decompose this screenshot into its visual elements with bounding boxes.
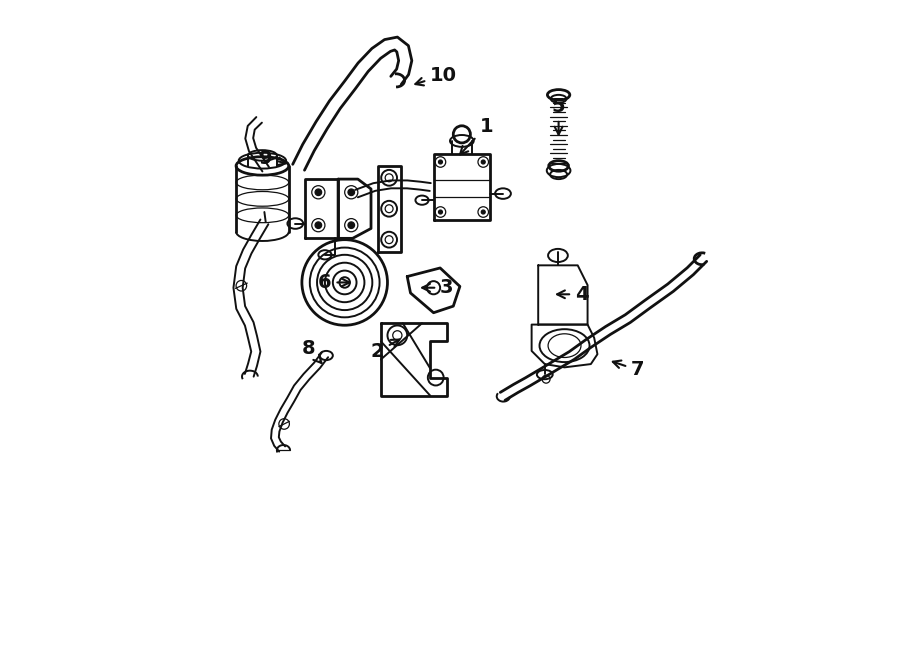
Circle shape — [482, 160, 485, 164]
Text: 4: 4 — [557, 285, 589, 304]
Circle shape — [315, 189, 321, 196]
Circle shape — [348, 189, 355, 196]
Text: 8: 8 — [302, 340, 321, 363]
Circle shape — [385, 236, 393, 244]
Circle shape — [392, 330, 402, 340]
Circle shape — [438, 210, 443, 214]
Circle shape — [482, 210, 485, 214]
Circle shape — [339, 277, 350, 288]
Text: 6: 6 — [318, 273, 349, 292]
Text: 5: 5 — [552, 97, 565, 134]
Circle shape — [438, 160, 443, 164]
Text: 3: 3 — [422, 278, 454, 297]
Ellipse shape — [236, 157, 289, 175]
Circle shape — [315, 222, 321, 229]
Circle shape — [348, 222, 355, 229]
Circle shape — [385, 205, 393, 213]
Text: 9: 9 — [259, 149, 286, 167]
Text: 7: 7 — [613, 360, 644, 379]
Text: 10: 10 — [416, 65, 457, 85]
Text: 2: 2 — [371, 340, 400, 361]
Text: 1: 1 — [460, 117, 493, 154]
Circle shape — [385, 174, 393, 182]
